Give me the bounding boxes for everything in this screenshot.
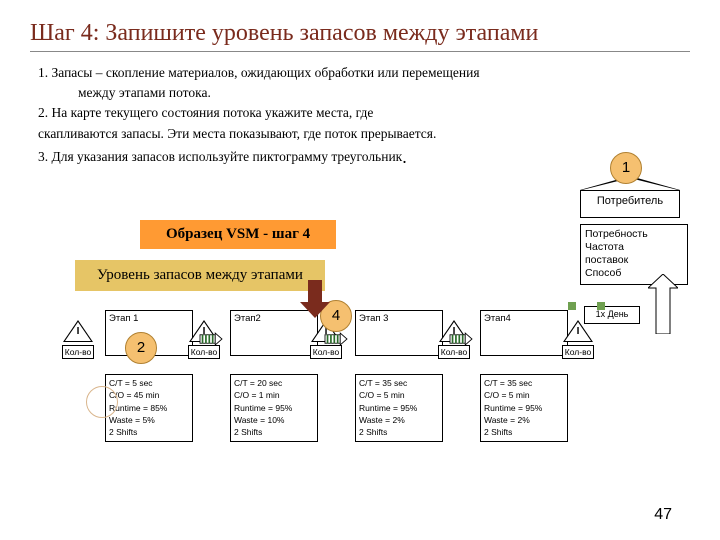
- inventory-3-label: Кол-во: [438, 345, 470, 359]
- inventory-4-label: Кол-во: [562, 345, 594, 359]
- shipment-box: 1x День: [584, 306, 640, 324]
- inventory-2-label: Кол-во: [310, 345, 342, 359]
- sample-banner: Образец VSM - шаг 4: [140, 220, 336, 249]
- stage-2-rt: Runtime = 95%: [234, 402, 314, 414]
- stage-4-ct: C/T = 35 sec: [484, 377, 564, 389]
- stage-4-shifts: 2 Shifts: [484, 426, 564, 438]
- stage-3-rt: Runtime = 95%: [359, 402, 439, 414]
- inventory-0: I Кол-во: [58, 320, 98, 360]
- shipment-label: 1x День: [584, 306, 640, 324]
- body-p1b: между этапами потока.: [38, 84, 650, 102]
- stage-2-waste: Waste = 10%: [234, 414, 314, 426]
- stage-1-waste: Waste = 5%: [109, 414, 189, 426]
- stage-4: Этап4 C/T = 35 sec C/O = 5 min Runtime =…: [480, 310, 568, 442]
- stage-4-waste: Waste = 2%: [484, 414, 564, 426]
- body-p2: 2. На карте текущего состояния потока ук…: [38, 105, 373, 120]
- stage-2-shifts: 2 Shifts: [234, 426, 314, 438]
- shipment-arrow-icon: [648, 274, 678, 334]
- stage-2-ct: C/T = 20 sec: [234, 377, 314, 389]
- stage-1-shifts: 2 Shifts: [109, 426, 189, 438]
- body-p1: 1. Запасы – скопление материалов, ожидаю…: [38, 65, 480, 80]
- badge-3-ghost: [86, 386, 118, 418]
- callout-arrow-icon: [300, 280, 330, 318]
- push-arrow-icon: [325, 332, 347, 346]
- push-arrow-icon: [450, 332, 472, 346]
- badge-2: 2: [125, 332, 157, 364]
- stage-1-data: C/T = 5 sec C/O = 45 min Runtime = 85% W…: [105, 374, 193, 442]
- page-number: 47: [654, 506, 672, 524]
- consumer-label: Потребитель: [580, 190, 680, 218]
- stage-3-ct: C/T = 35 sec: [359, 377, 439, 389]
- stage-1: Этап 1 C/T = 5 sec C/O = 45 min Runtime …: [105, 310, 193, 442]
- stage-4-head: Этап4: [480, 310, 568, 356]
- badge-1: 1: [610, 152, 642, 184]
- push-arrow-icon: [200, 332, 222, 346]
- stage-2-data: C/T = 20 sec C/O = 1 min Runtime = 95% W…: [230, 374, 318, 442]
- body-p4-dot: .: [402, 147, 407, 167]
- triangle-letter: I: [577, 326, 580, 337]
- stage-3-head: Этап 3: [355, 310, 443, 356]
- stage-3-data: C/T = 35 sec C/O = 5 min Runtime = 95% W…: [355, 374, 443, 442]
- stage-3-co: C/O = 5 min: [359, 389, 439, 401]
- stage-4-co: C/O = 5 min: [484, 389, 564, 401]
- demand-l2: Частота: [585, 241, 683, 254]
- stage-3-waste: Waste = 2%: [359, 414, 439, 426]
- triangle-letter: I: [77, 326, 80, 337]
- green-marker-icon: [568, 302, 576, 310]
- demand-l1: Потребность: [585, 228, 683, 241]
- sub-banner: Уровень запасов между этапами: [75, 260, 325, 291]
- body-p4a: 3. Для указания запасов используйте пикт…: [38, 149, 402, 164]
- stage-3: Этап 3 C/T = 35 sec C/O = 5 min Runtime …: [355, 310, 443, 442]
- stage-2: Этап2 C/T = 20 sec C/O = 1 min Runtime =…: [230, 310, 318, 442]
- inventory-4: I Кол-во: [558, 320, 598, 360]
- stage-4-data: C/T = 35 sec C/O = 5 min Runtime = 95% W…: [480, 374, 568, 442]
- stage-1-co: C/O = 45 min: [109, 389, 189, 401]
- body-p3: скапливаются запасы. Эти места показываю…: [38, 126, 436, 141]
- stage-1-rt: Runtime = 85%: [109, 402, 189, 414]
- demand-l3: поставок: [585, 254, 683, 267]
- inventory-0-label: Кол-во: [62, 345, 94, 359]
- body-text: 1. Запасы – скопление материалов, ожидаю…: [38, 62, 650, 171]
- green-marker-icon: [597, 302, 605, 310]
- inventory-1-label: Кол-во: [188, 345, 220, 359]
- stage-4-rt: Runtime = 95%: [484, 402, 564, 414]
- stage-1-ct: C/T = 5 sec: [109, 377, 189, 389]
- stage-2-co: C/O = 1 min: [234, 389, 314, 401]
- slide-title: Шаг 4: Запишите уровень запасов между эт…: [30, 20, 690, 52]
- stage-3-shifts: 2 Shifts: [359, 426, 439, 438]
